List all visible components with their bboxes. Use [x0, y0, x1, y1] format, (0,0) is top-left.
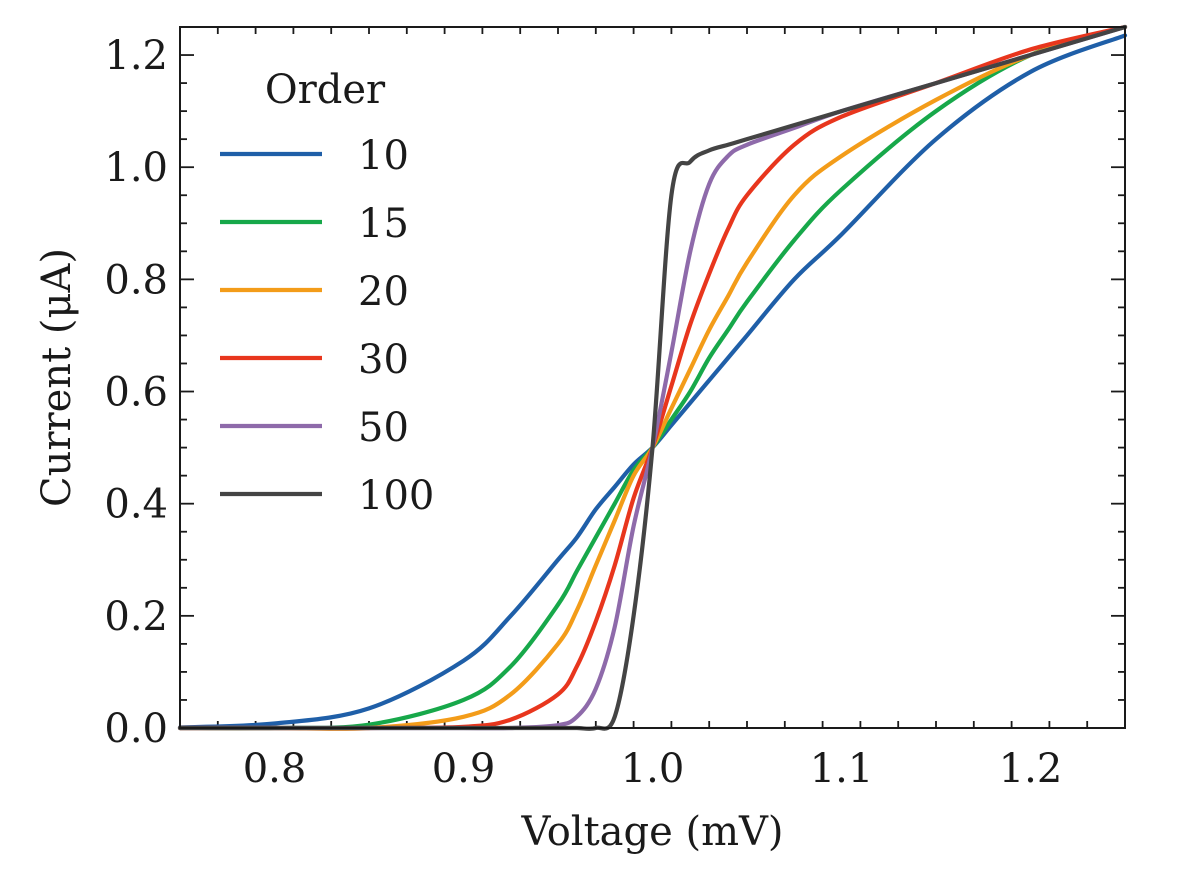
series-line-10: [177, 33, 1128, 730]
series-line-15: [177, 24, 1128, 731]
x-tick-label: 1.2: [999, 746, 1063, 792]
legend-label: 50: [358, 405, 409, 451]
series-line-30: [177, 24, 1128, 731]
legend-label: 10: [358, 133, 409, 179]
y-tick-label: 1.2: [104, 33, 168, 79]
x-tick-label: 1.1: [810, 746, 874, 792]
x-tick-label: 0.8: [243, 746, 307, 792]
legend-label: 15: [358, 201, 409, 247]
x-tick-label: 1.0: [621, 746, 685, 792]
x-axis-label: Voltage (mV): [520, 809, 783, 855]
y-axis-label: Current (μA): [34, 248, 80, 507]
y-tick-label: 0.8: [104, 257, 168, 303]
y-axis-ticks: 0.0 0.2 0.4 0.6 0.8 1.0 1.2: [104, 26, 1125, 752]
legend: Order 10 15 20 30 50 100: [220, 67, 434, 519]
y-tick-label: 1.0: [104, 145, 168, 191]
series-lines: [177, 24, 1128, 731]
y-tick-label: 0.4: [104, 482, 168, 528]
x-tick-label: 0.9: [432, 746, 496, 792]
series-line-50: [177, 24, 1128, 731]
y-tick-label: 0.0: [104, 706, 168, 752]
legend-label: 20: [358, 269, 409, 315]
legend-title: Order: [265, 67, 386, 113]
y-tick-label: 0.6: [104, 370, 168, 416]
series-line-100: [177, 24, 1128, 731]
legend-label: 30: [358, 337, 409, 383]
plot-frame: [179, 26, 1126, 729]
legend-label: 100: [358, 473, 434, 519]
x-axis-ticks: 0.8 0.9 1.0 1.1 1.2: [179, 27, 1126, 792]
series-line-20: [177, 24, 1128, 731]
y-tick-label: 0.2: [104, 594, 168, 640]
